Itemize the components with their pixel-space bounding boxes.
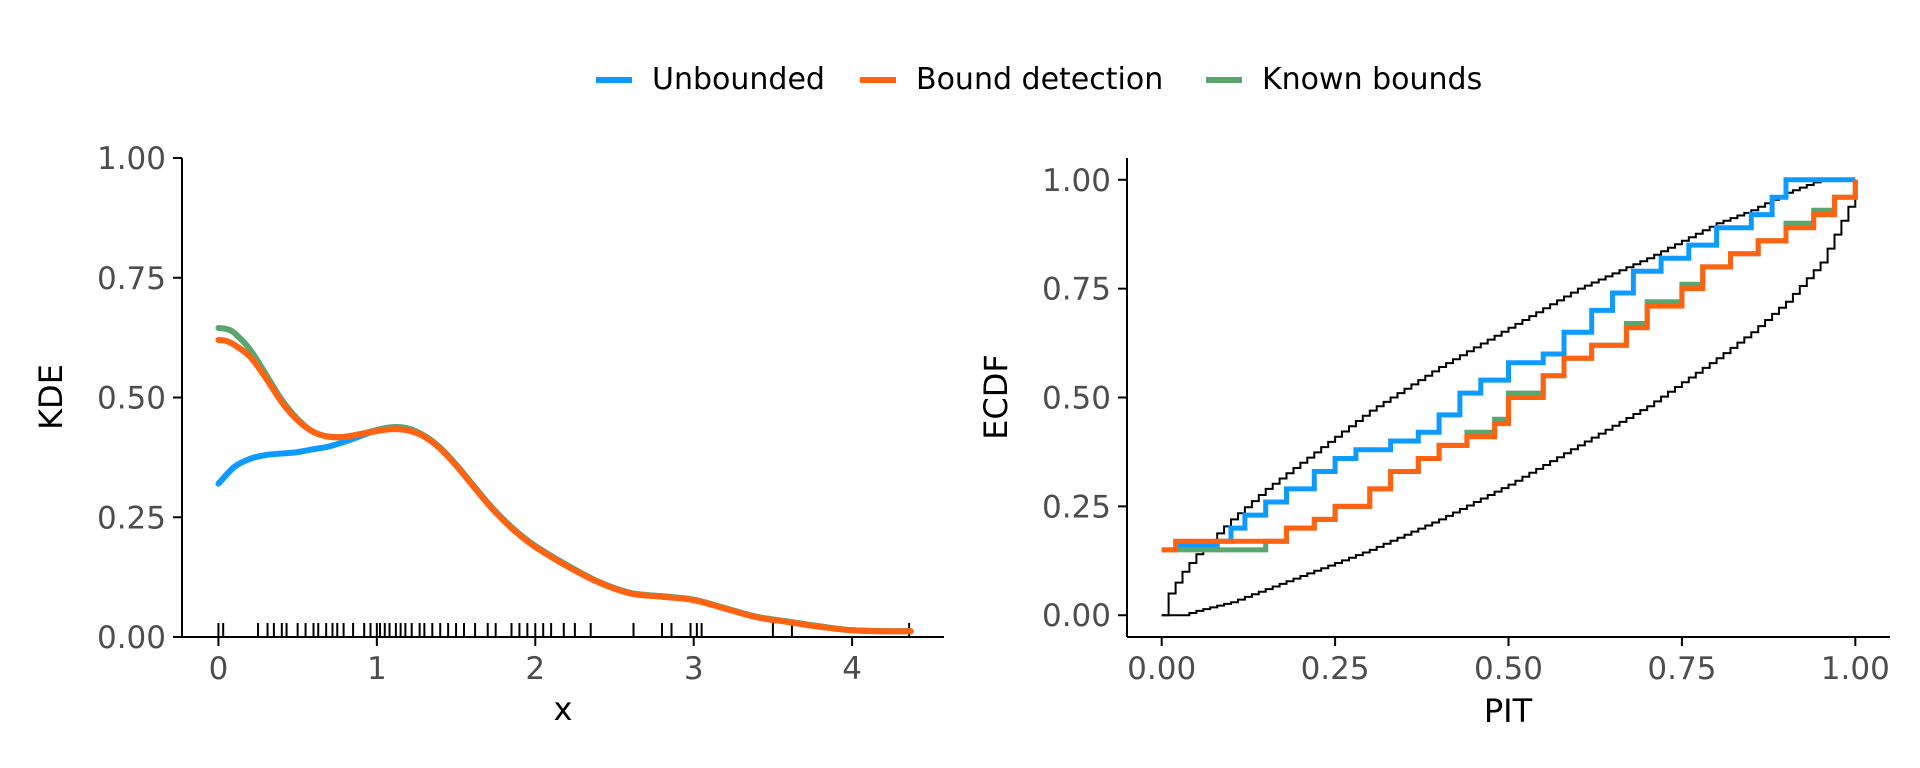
ecdf-x-tick-label: 1.00: [1821, 651, 1890, 687]
kde-lines: [215, 325, 914, 635]
ecdf-envelope-lower: [1161, 192, 1857, 617]
ecdf-ticks: 0.00 0.25 0.50 0.75 1.00 0.00 0.25 0.50 0.75 1.00: [1042, 163, 1890, 687]
ecdf-envelope-upper: [1161, 178, 1856, 617]
kde-x-tick-label: 4: [842, 651, 862, 687]
kde-y-tick-label: 0.25: [97, 500, 166, 536]
ecdf-x-tick-label: 0.50: [1474, 651, 1543, 687]
ecdf-y-tick-label: 0.00: [1042, 598, 1111, 634]
ecdf-y-axis-label: ECDF: [977, 354, 1015, 440]
legend-label-bound-detection: Bound detection: [916, 62, 1163, 97]
kde-x-tick-label: 3: [684, 651, 704, 687]
legend-label-known-bounds: Known bounds: [1262, 62, 1482, 97]
ecdf-lines: [1161, 177, 1858, 553]
ecdf-x-tick-label: 0.75: [1647, 651, 1716, 687]
legend-label-unbounded: Unbounded: [652, 62, 825, 97]
kde-x-axis-label: x: [554, 690, 573, 728]
kde-y-tick-label: 1.00: [97, 141, 166, 177]
kde-line-bound-detection: [215, 337, 914, 635]
kde-line-unbounded: [215, 424, 914, 635]
kde-ticks: 0 1 2 3 4 0.00 0.25 0.50 0.75 1.00: [97, 141, 862, 687]
ecdf-y-tick-label: 0.25: [1042, 489, 1111, 525]
ecdf-y-tick-label: 1.00: [1042, 163, 1111, 199]
kde-panel: 0 1 2 3 4 0.00 0.25 0.50 0.75 1.00 x KDE: [32, 141, 944, 728]
kde-y-tick-label: 0.00: [97, 620, 166, 656]
kde-y-tick-label: 0.50: [97, 381, 166, 417]
kde-x-tick-label: 2: [525, 651, 545, 687]
ecdf-line-bound-detection: [1161, 179, 1858, 553]
ecdf-x-tick-label: 0.00: [1127, 651, 1196, 687]
ecdf-y-tick-label: 0.50: [1042, 381, 1111, 417]
ecdf-line-unbounded: [1175, 177, 1856, 549]
kde-x-tick-label: 1: [367, 651, 387, 687]
kde-y-axis-label: KDE: [32, 364, 70, 430]
ecdf-x-tick-label: 0.25: [1301, 651, 1370, 687]
ecdf-envelope: [1161, 178, 1857, 617]
legend: Unbounded Bound detection Known bounds: [596, 62, 1482, 97]
kde-line-known-bounds: [215, 325, 914, 635]
kde-y-tick-label: 0.75: [97, 261, 166, 297]
kde-x-tick-label: 0: [209, 651, 229, 687]
ecdf-x-axis-label: PIT: [1484, 692, 1533, 730]
ecdf-y-tick-label: 0.75: [1042, 272, 1111, 308]
ecdf-panel: 0.00 0.25 0.50 0.75 1.00 0.00 0.25 0.50 0.75 1.00…: [977, 158, 1890, 730]
kde-rug: [217, 623, 911, 636]
